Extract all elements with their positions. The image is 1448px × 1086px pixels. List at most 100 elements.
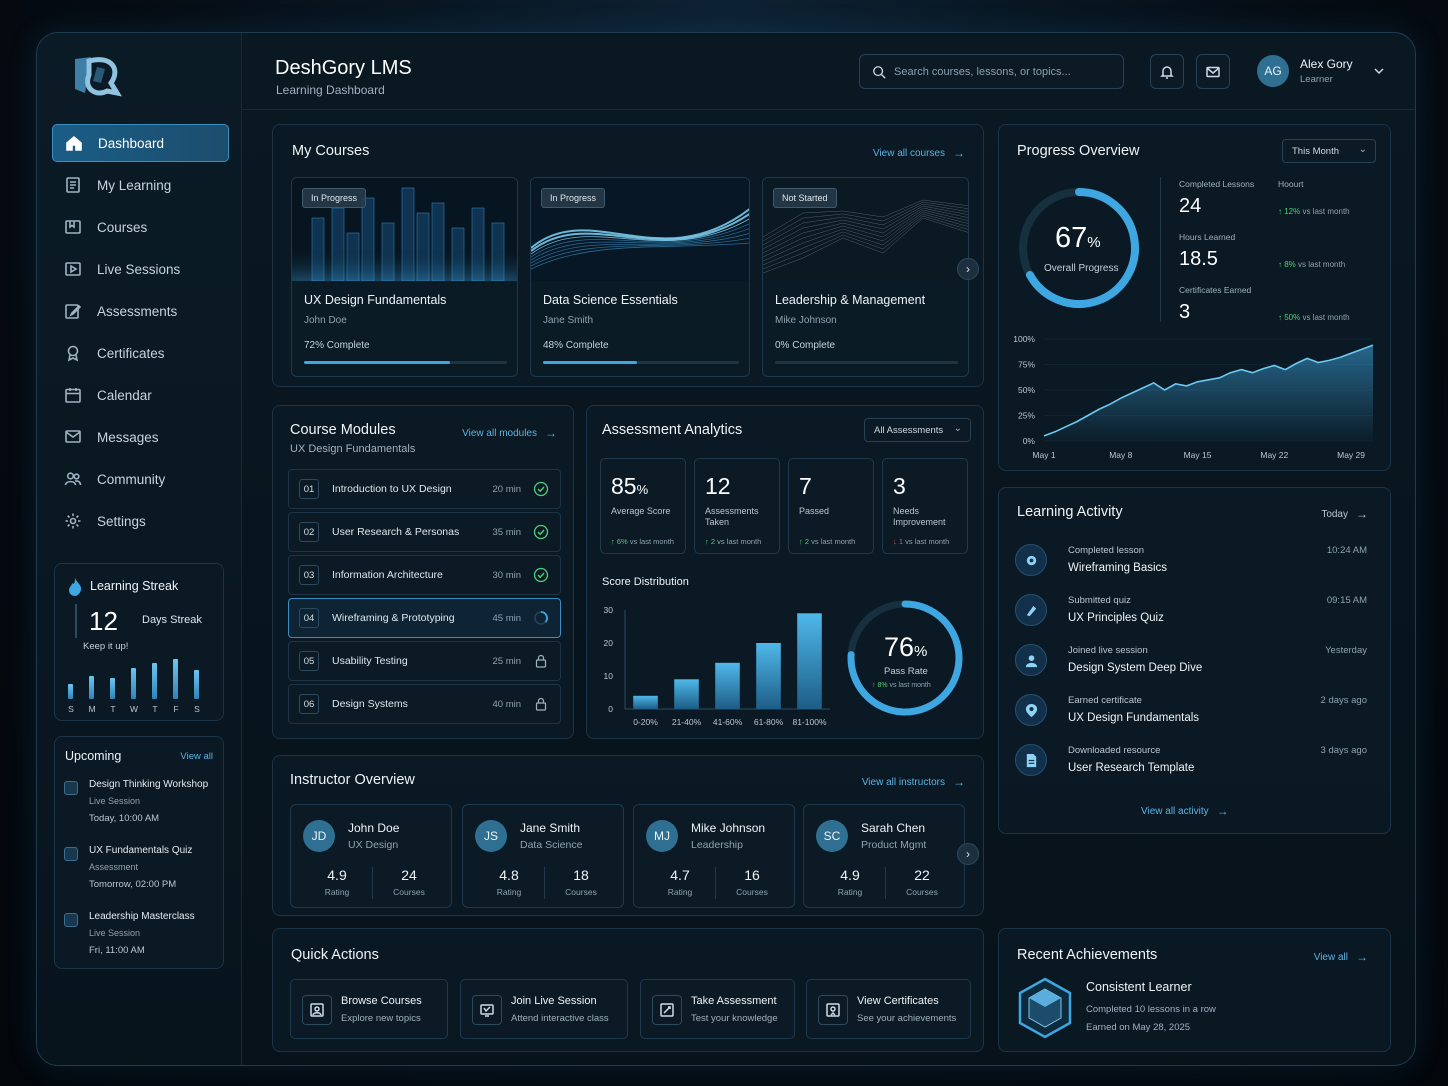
quick-action-view-certificates[interactable]: View Certificates See your achievements — [806, 979, 971, 1039]
assessment-analytics-card: Assessment Analytics All Assessments ⌄ 85… — [586, 405, 984, 739]
sidebar-item-label: Dashboard — [98, 135, 165, 151]
course-progress-bar — [304, 361, 507, 364]
module-name: User Research & Personas — [332, 526, 460, 538]
activity-item[interactable]: Downloaded resource User Research Templat… — [1015, 741, 1375, 791]
gear-icon — [65, 513, 81, 529]
course-card[interactable]: Not Started Leadership & Management Mike J… — [762, 177, 969, 377]
module-row[interactable]: 04 Wireframing & Prototyping 45 min — [288, 598, 561, 638]
sidebar-item-certificates[interactable]: Certificates — [52, 334, 229, 372]
instructor-rating: 4.8 — [499, 867, 519, 883]
search-input[interactable] — [894, 65, 1114, 78]
notifications-button[interactable] — [1150, 54, 1184, 89]
instructor-rating-label: Rating — [324, 887, 350, 897]
activity-icon-wrap — [1015, 594, 1047, 626]
view-all-modules-link[interactable]: View all modules → — [462, 426, 557, 440]
search-box[interactable] — [859, 54, 1124, 89]
stat-label: Assessments Taken — [705, 506, 759, 527]
view-all-courses-link[interactable]: View all courses → — [872, 146, 965, 160]
video-icon — [65, 262, 81, 276]
x-tick-label: 61-80% — [754, 717, 784, 727]
lesson-icon — [1026, 555, 1036, 565]
instructor-card[interactable]: MJ Mike Johnson Leadership 4.7 Rating 16 Cours… — [633, 804, 795, 908]
stat-change: ↑ 2 vs last month — [799, 537, 856, 546]
sidebar-item-live-sessions[interactable]: Live Sessions — [52, 250, 229, 288]
assessment-filter-select[interactable]: All Assessments ⌄ — [864, 418, 971, 442]
view-all-activity-link[interactable]: View all activity → — [1141, 804, 1229, 818]
course-progress-label: 0% Complete — [775, 340, 836, 351]
logo-icon[interactable] — [71, 53, 123, 97]
module-row[interactable]: 05 Usability Testing 25 min — [288, 641, 561, 681]
instructor-name: Jane Smith — [520, 821, 581, 835]
achievement-name: Consistent Learner — [1086, 980, 1192, 994]
courses-icon — [65, 220, 81, 234]
courses-next-button[interactable]: › — [957, 258, 979, 280]
module-row[interactable]: 01 Introduction to UX Design 20 min — [288, 469, 561, 509]
sidebar-item-messages[interactable]: Messages — [52, 418, 229, 456]
activity-item[interactable]: Joined live session Design System Deep Di… — [1015, 641, 1375, 691]
view-all-instructors-link[interactable]: View all instructors → — [861, 775, 965, 789]
instructor-courses-label: Courses — [393, 887, 425, 897]
course-card[interactable]: In Progress UX Design Fundamentals John Do… — [291, 177, 518, 377]
sidebar-item-label: Live Sessions — [97, 261, 181, 277]
lock-icon — [535, 654, 547, 668]
activity-item[interactable]: Earned certificate UX Design Fundamentals… — [1015, 691, 1375, 741]
instructor-overview-card: Instructor Overview View all instructors… — [272, 755, 984, 916]
module-row[interactable]: 02 User Research & Personas 35 min — [288, 512, 561, 552]
sidebar-item-dashboard[interactable]: Dashboard — [52, 124, 229, 162]
activity-item[interactable]: Submitted quiz UX Principles Quiz 09:15 AM — [1015, 591, 1375, 641]
upcoming-item-title: UX Fundamentals Quiz — [89, 845, 193, 856]
assessment-analytics-title: Assessment Analytics — [602, 422, 743, 438]
sidebar-item-my-learning[interactable]: My Learning — [52, 166, 229, 204]
upcoming-item[interactable]: Design Thinking Workshop Live Session Toda… — [64, 777, 224, 837]
course-progress-bar — [775, 361, 958, 364]
quick-action-subtitle: Attend interactive class — [511, 1013, 609, 1024]
course-status-badge: In Progress — [302, 188, 367, 208]
quick-action-browse-courses[interactable]: Browse Courses Explore new topics — [290, 979, 448, 1039]
instructors-next-button[interactable]: › — [957, 843, 979, 865]
module-row[interactable]: 06 Design Systems 40 min — [288, 684, 561, 724]
progress-period-select[interactable]: This Month ⌄ — [1282, 139, 1376, 163]
progress-stat-label: Completed Lessons — [1179, 179, 1255, 189]
sidebar-item-calendar[interactable]: Calendar — [52, 376, 229, 414]
sidebar-item-label: Messages — [97, 429, 159, 445]
upcoming-item-time: Today, 10:00 AM — [89, 813, 160, 824]
stat-change: ↓ 1 vs last month — [893, 537, 950, 546]
overall-progress-label: Overall Progress — [1044, 263, 1119, 274]
sidebar-item-settings[interactable]: Settings — [52, 502, 229, 540]
sidebar-item-courses[interactable]: Courses — [52, 208, 229, 246]
upcoming-item-type: Live Session — [89, 928, 141, 938]
course-thumbnail: Not Started — [763, 178, 968, 281]
upcoming-item[interactable]: UX Fundamentals Quiz Assessment Tomorrow, … — [64, 843, 224, 903]
instructor-role: Leadership — [691, 839, 743, 851]
activity-item[interactable]: Completed lesson Wireframing Basics 10:24 … — [1015, 541, 1375, 591]
activity-filter-link[interactable]: Today → — [1321, 507, 1368, 521]
instructor-card[interactable]: JD John Doe UX Design 4.9 Rating 24 Courses — [290, 804, 452, 908]
sidebar-item-community[interactable]: Community — [52, 460, 229, 498]
stat-value: 12 — [705, 473, 731, 499]
instructor-rating: 4.9 — [840, 867, 860, 883]
module-row[interactable]: 03 Information Architecture 30 min — [288, 555, 561, 595]
view-all-achievements-link[interactable]: View all → — [1313, 950, 1368, 964]
upcoming-item[interactable]: Leadership Masterclass Live Session Fri, 1… — [64, 909, 224, 969]
y-tick-label: 75% — [1018, 360, 1035, 370]
messages-button[interactable] — [1196, 54, 1230, 89]
course-card[interactable]: In Progress Data Science Essentials Jane S… — [530, 177, 750, 377]
quick-action-take-assessment[interactable]: Take Assessment Test your knowledge — [640, 979, 795, 1039]
streak-bar — [89, 675, 94, 699]
stat-label: Average Score — [611, 506, 671, 516]
module-number: 04 — [299, 608, 319, 628]
progress-stat-change: ↑ 12% vs last month — [1278, 207, 1350, 216]
quick-action-join-live-session[interactable]: Join Live Session Attend interactive clas… — [460, 979, 628, 1039]
instructor-card[interactable]: SC Sarah Chen Product Mgmt 4.9 Rating 22 Cours… — [803, 804, 965, 908]
upcoming-view-all-link[interactable]: View all — [180, 751, 213, 762]
search-icon — [873, 65, 886, 79]
upcoming-item-type: Live Session — [89, 796, 141, 806]
sidebar-item-assessments[interactable]: Assessments — [52, 292, 229, 330]
course-modules-card: Course Modules UX Design Fundamentals Vi… — [272, 405, 574, 739]
instructor-role: UX Design — [348, 839, 399, 851]
course-name: UX Design Fundamentals — [304, 293, 447, 307]
user-menu[interactable]: AG Alex Gory Learner — [1257, 55, 1385, 87]
activity-icon-wrap — [1015, 644, 1047, 676]
instructor-avatar: MJ — [646, 820, 678, 852]
instructor-card[interactable]: JS Jane Smith Data Science 4.8 Rating 18 Cours… — [462, 804, 624, 908]
